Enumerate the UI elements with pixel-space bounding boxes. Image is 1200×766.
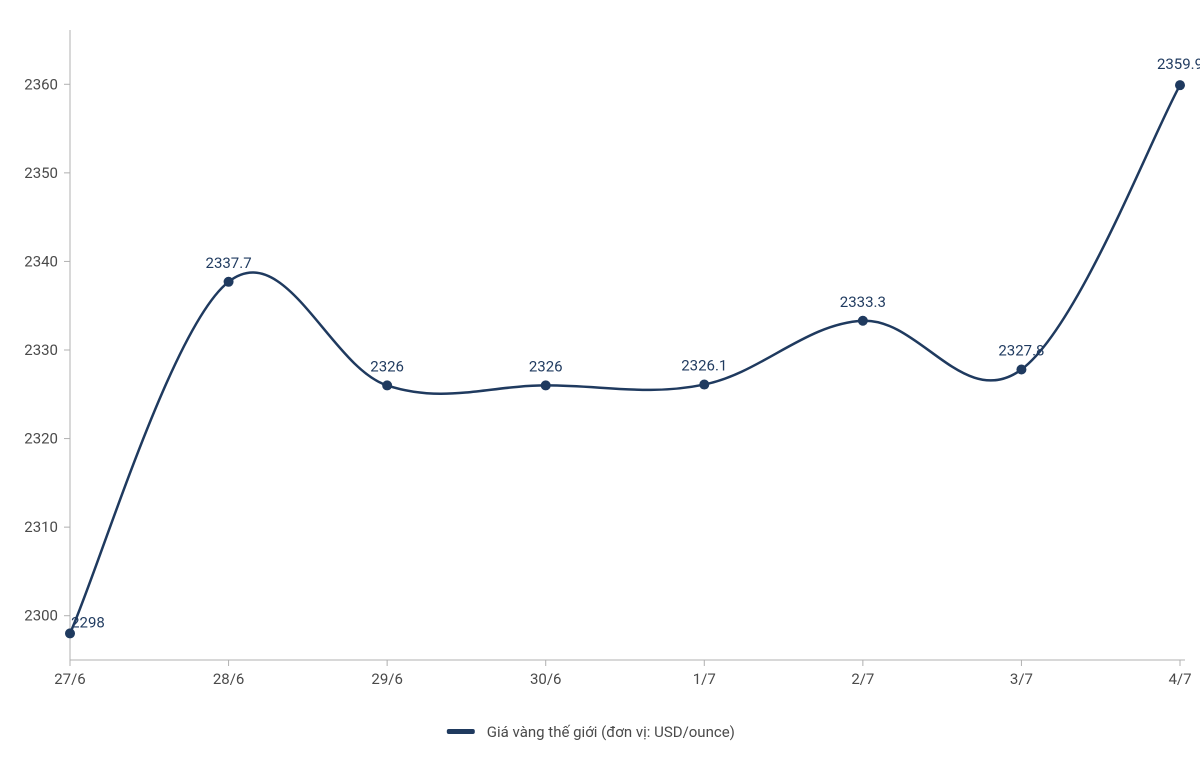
legend-swatch: [447, 729, 475, 734]
x-tick-label: 30/6: [530, 670, 561, 688]
x-tick-label: 4/7: [1168, 670, 1191, 688]
data-label: 2326: [370, 357, 404, 375]
x-tick-label: 3/7: [1010, 670, 1033, 688]
data-label: 2327.8: [998, 341, 1044, 359]
gold-price-chart: 2300 2310 2320 2330 2340 2350 2360 27/6 28/6 29/6…: [0, 0, 1200, 766]
data-point: [1016, 364, 1026, 374]
data-point: [858, 316, 868, 326]
data-label: 2337.7: [206, 254, 252, 272]
y-tick-label: 2360: [24, 75, 58, 93]
y-tick-label: 2320: [24, 430, 58, 448]
x-tick-label: 2/7: [851, 670, 874, 688]
x-tick-label: 29/6: [371, 670, 402, 688]
y-tick-label: 2310: [24, 518, 58, 536]
data-label: 2359.9: [1157, 55, 1200, 73]
y-tick-label: 2350: [24, 164, 58, 182]
data-point: [699, 380, 709, 390]
data-label: 2326.1: [681, 357, 727, 375]
data-point: [541, 380, 551, 390]
y-tick-label: 2340: [24, 252, 58, 270]
data-label: 2326: [529, 357, 563, 375]
y-tick-label: 2300: [24, 607, 58, 625]
legend-label: Giá vàng thế giới (đơn vị: USD/ounce): [487, 723, 735, 741]
y-tick-label: 2330: [24, 341, 58, 359]
x-tick-label: 28/6: [213, 670, 244, 688]
data-point: [1175, 80, 1185, 90]
data-label: 2333.3: [840, 293, 886, 311]
x-tick-label: 1/7: [693, 670, 716, 688]
data-label: 2298: [71, 613, 105, 631]
data-point: [382, 380, 392, 390]
x-tick-label: 27/6: [54, 670, 85, 688]
data-point: [224, 277, 234, 287]
chart-svg: 2300 2310 2320 2330 2340 2350 2360 27/6 28/6 29/6…: [0, 0, 1200, 766]
